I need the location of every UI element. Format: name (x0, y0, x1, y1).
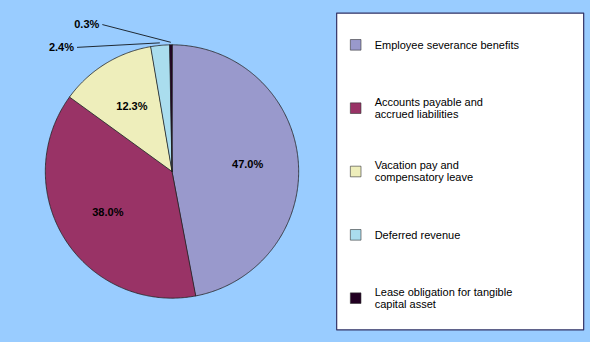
svg-text:47.0%: 47.0% (232, 158, 263, 170)
svg-text:Accounts payable andaccrued li: Accounts payable andaccrued liabilities (375, 96, 483, 120)
svg-text:12.3%: 12.3% (116, 100, 147, 112)
svg-text:Lease obligation for tangiblec: Lease obligation for tangiblecapital ass… (375, 286, 513, 310)
svg-text:Vacation pay andcompensatory l: Vacation pay andcompensatory leave (375, 159, 473, 183)
svg-text:Employee severance benefits: Employee severance benefits (375, 39, 520, 51)
svg-text:Deferred revenue: Deferred revenue (375, 229, 461, 241)
svg-text:0.3%: 0.3% (74, 18, 99, 30)
svg-text:2.4%: 2.4% (49, 41, 74, 53)
svg-text:38.0%: 38.0% (92, 206, 123, 218)
